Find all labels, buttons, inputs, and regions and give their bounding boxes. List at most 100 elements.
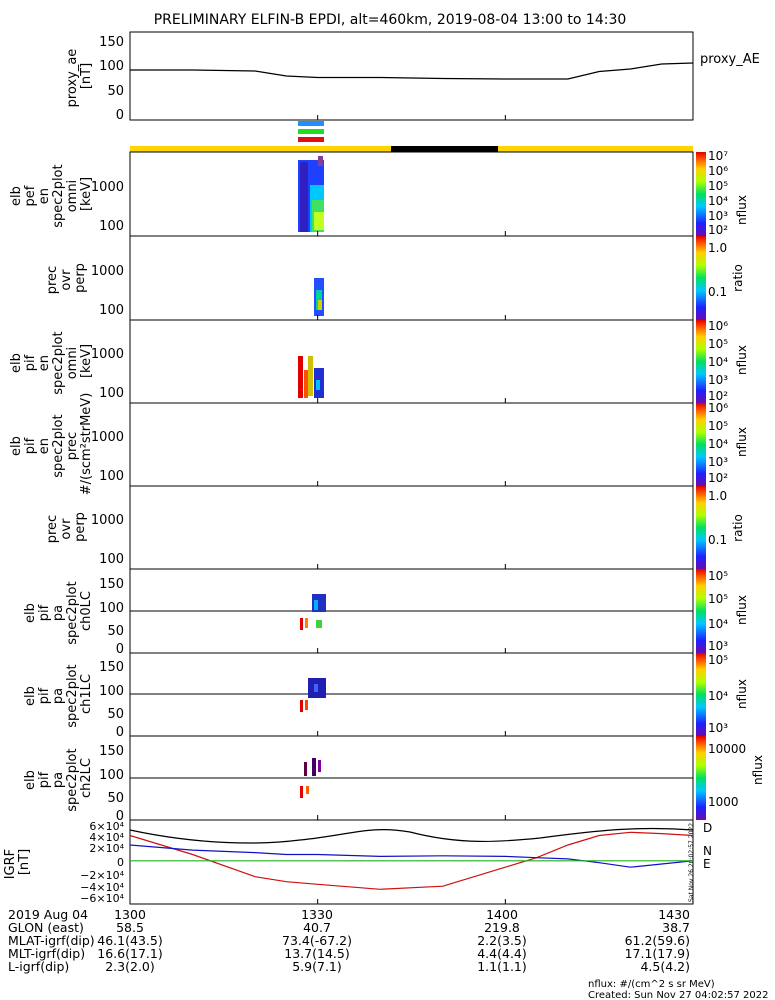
ytick: 1000 (91, 430, 124, 445)
ylabel-line: spec2plot (51, 331, 66, 394)
colorbar-prec-i (696, 486, 706, 569)
colorbar-prec-e (696, 236, 706, 320)
cb-label: nflux (751, 755, 765, 785)
orbit-cell: 4.4(4.4) (477, 946, 527, 961)
colorbar-ch1 (696, 653, 706, 736)
spectrogram-elb-pif-omni (298, 356, 324, 398)
cb-tick: 0.1 (708, 285, 727, 299)
cb-tick: 10⁶ (708, 401, 728, 415)
ylabel-line: [nT] (17, 849, 32, 875)
ytick: 1000 (91, 347, 124, 362)
orbit-cell: 17.1(17.9) (625, 946, 690, 961)
ytick: 2×10⁴ (89, 842, 124, 855)
ylabel-line: spec2plot (51, 414, 66, 477)
panel-frame-elb-pef (129, 151, 694, 237)
igrf-label-d: D (703, 821, 712, 835)
orbit-cell: 219.8 (484, 920, 520, 935)
ytick: −4×10⁴ (80, 881, 124, 894)
ylabel-line: pa (51, 688, 66, 704)
ylabel-line: ch0LC (79, 591, 94, 631)
ytick: 50 (107, 707, 124, 722)
cb-tick: 1000 (708, 795, 739, 809)
orbit-cell: 58.5 (116, 920, 144, 935)
ylabel-line: ovr (59, 269, 74, 291)
cb-tick: 1.0 (708, 241, 727, 255)
spectrogram-ch0 (300, 594, 326, 630)
ylabel-line: spec2plot (51, 164, 66, 227)
ylabel-line: elb (9, 436, 24, 456)
ylabel: proxy_ae [nT] (65, 45, 94, 108)
cb-tick: 10³ (708, 455, 728, 469)
orbit-cell: 73.4(-67.2) (282, 933, 352, 948)
ytick: 100 (99, 219, 124, 234)
orbit-cell: 16.6(17.1) (97, 946, 162, 961)
orbit-row-label: L-igrf(dip) (8, 959, 69, 974)
ylabel-line: pa (51, 605, 66, 621)
cb-label: nflux (735, 679, 749, 709)
cb-tick: 10⁴ (708, 437, 728, 451)
cb-label: nflux (735, 427, 749, 457)
cb-tick: 10⁷ (708, 149, 728, 163)
ylabel-line: IGRF (3, 849, 18, 879)
ylabel-line: spec2plot (65, 664, 80, 727)
ytick: 100 (99, 601, 124, 616)
panel-frame-prec-i (129, 485, 694, 570)
ylabel-line: pif (23, 437, 38, 454)
ytick: 150 (99, 35, 124, 50)
spectrogram-elb-pef (298, 156, 324, 232)
ylabel-line: pif (23, 354, 38, 371)
spectrogram-prec-e (314, 278, 324, 316)
ytick: 100 (99, 552, 124, 567)
ylabel: prec ovr perp (45, 262, 88, 295)
cb-tick: 10⁵ (708, 653, 728, 667)
ytick: 0 (117, 856, 124, 869)
ylabel-line: elb (23, 686, 38, 706)
ylabel-line: #/(scm²strMeV) (79, 393, 94, 496)
orbit-cell: 1.1(1.1) (477, 959, 527, 974)
ylabel: elb pif pa spec2plot ch2LC (23, 744, 94, 812)
ylabel-line: [nT] (79, 63, 94, 89)
cb-tick: 0.1 (708, 533, 727, 547)
cb-label: ratio (731, 514, 745, 542)
ytick: 50 (107, 624, 124, 639)
legend-proxy-ae: proxy_AE (700, 52, 760, 67)
colorbar-elb-pif-prec (696, 403, 706, 486)
cb-tick: 10⁵ (708, 592, 728, 606)
cb-label: nflux (735, 595, 749, 625)
ytick: −6×10⁴ (80, 892, 124, 905)
ylabel-line: elb (23, 603, 38, 623)
ytick: 150 (99, 660, 124, 675)
spectrogram-ch1 (300, 678, 326, 712)
orbit-cell: 38.7 (662, 920, 690, 935)
marker-green (298, 129, 324, 134)
ylabel-line: [keV] (79, 344, 94, 378)
series-line-igrf-n (129, 844, 694, 868)
panel-frame-proxy-ae (129, 31, 694, 121)
ytick: 50 (107, 84, 124, 99)
orbit-cell: 1430 (658, 907, 690, 922)
ytick: 0 (116, 108, 124, 123)
ytick: 4×10⁴ (89, 831, 124, 844)
colorbar-elb-pef (696, 152, 706, 236)
orbit-cell: 1300 (114, 907, 146, 922)
ylabel-line: pif (37, 687, 52, 704)
orbit-cell: 1400 (486, 907, 518, 922)
cb-tick: 10⁶ (708, 164, 728, 178)
colorbar-ch0 (696, 569, 706, 653)
ylabel-line: en (37, 355, 52, 371)
ylabel: prec ovr perp (45, 511, 88, 544)
cb-tick: 10⁵ (708, 179, 728, 193)
spectrogram-ch2 (300, 758, 321, 798)
orbit-cell: 2.3(2.0) (105, 959, 155, 974)
orbit-cell: 46.1(43.5) (97, 933, 162, 948)
orbit-cell: 40.7 (303, 920, 331, 935)
orbit-row-label: 2019 Aug 04 (8, 907, 88, 922)
orbit-cell: 4.5(4.2) (640, 959, 690, 974)
ylabel-line: ch2LC (79, 758, 94, 798)
cb-tick: 10⁴ (708, 617, 728, 631)
colorbar-elb-pif-omni (696, 320, 706, 403)
figure-title: PRELIMINARY ELFIN-B EPDI, alt=460km, 201… (154, 12, 627, 28)
panel-frame-elb-pif-omni (129, 319, 694, 404)
ylabel-line: [keV] (79, 177, 94, 211)
